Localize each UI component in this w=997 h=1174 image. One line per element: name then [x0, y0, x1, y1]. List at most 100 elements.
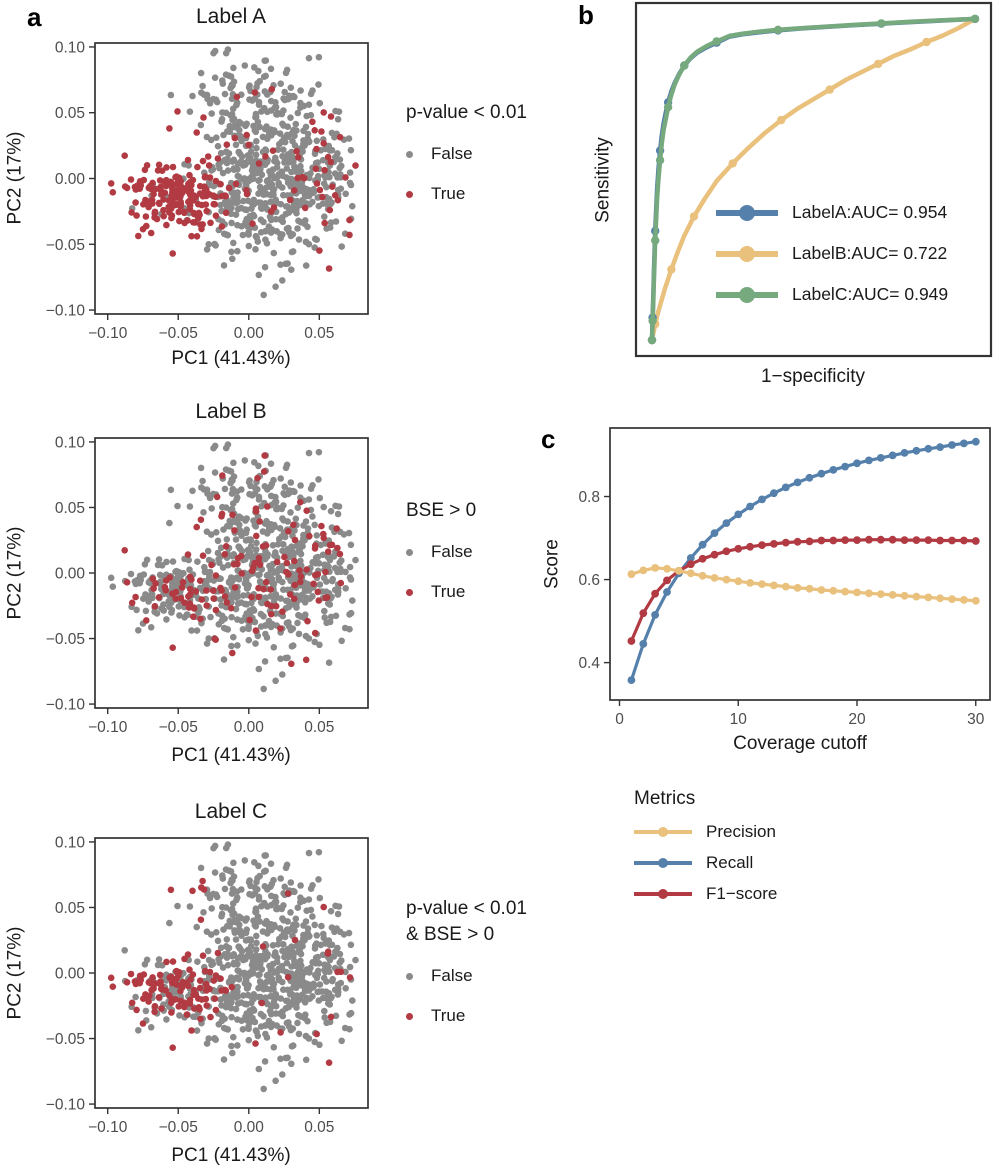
scatter-point: [273, 558, 281, 566]
scatter-point: [252, 523, 260, 530]
scatter-point: [151, 214, 158, 221]
series-marker-Precision: [686, 569, 695, 578]
series-marker-F1-score: [746, 542, 754, 551]
roc-marker-LabelC: [651, 236, 660, 245]
scatter-point: [262, 1030, 269, 1038]
y-tick-label: 0.05: [55, 900, 85, 917]
scatter-point: [217, 149, 225, 157]
scatter-point: [325, 1059, 333, 1066]
scatter-point: [193, 129, 200, 136]
scatter-point: [219, 503, 226, 511]
scatter-point: [290, 201, 298, 209]
scatter-point: [179, 978, 187, 986]
scatter-point: [160, 196, 167, 203]
scatter-point: [293, 921, 300, 929]
scatter-point: [135, 1027, 142, 1034]
plot-border: [634, 1, 993, 358]
scatter-point: [295, 611, 302, 619]
scatter-point: [219, 875, 227, 882]
scatter-point: [267, 216, 275, 224]
scatter-point: [186, 591, 194, 598]
scatter-point: [226, 517, 233, 525]
scatter-point: [272, 196, 280, 204]
scatter-point: [291, 927, 298, 934]
scatter-point: [307, 885, 315, 892]
scatter-point: [221, 593, 229, 600]
legend-item-precision: Precision: [634, 816, 777, 847]
scatter-point: [150, 190, 157, 198]
scatter-point: [260, 1013, 267, 1020]
scatter-point: [252, 627, 260, 634]
scatter-point: [287, 577, 294, 585]
scatter-point: [241, 969, 248, 977]
series-line-F1-score: [629, 538, 978, 643]
scatter-point: [279, 120, 286, 128]
panel-letter-c: c: [541, 424, 556, 454]
scatter-point: [223, 943, 231, 951]
scatter-point: [267, 65, 275, 73]
scatter-point: [250, 201, 257, 208]
x-tick-label: 20: [848, 711, 866, 728]
scatter-point: [204, 547, 212, 555]
scatter-point: [160, 601, 167, 608]
scatter-point: [346, 563, 354, 571]
scatter-point: [247, 548, 254, 556]
scatter-plot-label-b: −0.10 −0.05 0.00 0.05 0.10 0.05 0.00 −0.05 −0.10: [46, 434, 369, 736]
scatter-point: [297, 894, 304, 901]
roc-marker-LabelC: [648, 316, 657, 325]
scatter-point: [152, 185, 159, 193]
scatter-point: [267, 198, 274, 206]
scatter-point: [325, 142, 333, 150]
legend-item-labelc-auc: LabelC:AUC= 0.949: [716, 274, 948, 315]
scatter-point: [268, 566, 276, 574]
scatter-point: [316, 641, 323, 649]
scatter-point: [230, 859, 237, 867]
scatter-point: [246, 490, 253, 498]
scatter-point: [349, 997, 356, 1004]
gray-dot-icon: [406, 972, 413, 980]
scatter-point: [249, 175, 257, 182]
roc-marker-LabelB: [689, 212, 699, 221]
scatter-point: [281, 483, 288, 491]
scatter-point: [346, 1025, 353, 1033]
scatter-point: [267, 993, 274, 1000]
scatter-point: [282, 997, 290, 1005]
scatter-point: [274, 941, 282, 948]
scatter-point: [201, 581, 209, 589]
scatter-point: [322, 174, 329, 181]
scatter-point: [228, 613, 235, 621]
scatter-point: [243, 515, 250, 522]
scatter-point: [316, 581, 324, 588]
scatter-point: [220, 230, 228, 238]
scatter-point: [272, 283, 279, 290]
scatter-point: [132, 199, 139, 206]
scatter-point: [231, 584, 239, 591]
scatter-point: [321, 607, 328, 615]
scatter-point: [320, 534, 327, 542]
scatter-point: [140, 971, 148, 978]
scatter-point: [254, 1032, 262, 1040]
scatter-point: [201, 187, 209, 194]
scatter-point: [347, 146, 355, 154]
scatter-point: [225, 579, 233, 586]
scatter-point: [281, 553, 288, 561]
scatter-point: [227, 1004, 235, 1012]
series-marker-F1-score: [627, 637, 636, 645]
scatter-point: [224, 561, 232, 569]
series-marker-Recall: [651, 611, 659, 619]
scatter-point: [291, 187, 298, 194]
series-marker-Recall: [817, 469, 826, 478]
series-marker-F1-score: [770, 540, 778, 548]
scatter-point: [167, 886, 175, 894]
scatter-point: [280, 548, 287, 555]
scatter-point: [204, 153, 212, 160]
scatter-point: [211, 240, 218, 248]
scatter-point: [214, 537, 222, 545]
scatter-point: [267, 229, 275, 236]
scatter-point: [190, 197, 197, 204]
scatter-point: [282, 1005, 290, 1012]
scatter-point: [296, 547, 303, 554]
scatter-point: [285, 528, 292, 535]
x-tick-label: −0.05: [159, 325, 198, 342]
scatter-point: [254, 80, 261, 87]
